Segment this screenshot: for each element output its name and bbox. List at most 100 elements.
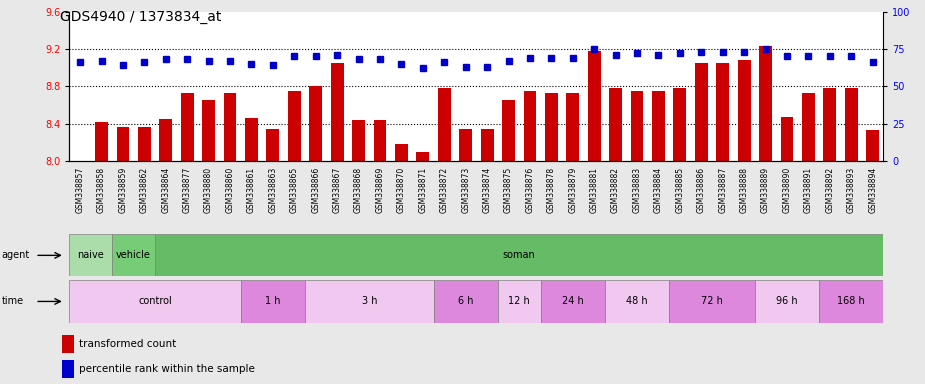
Bar: [117, 127, 130, 161]
Text: GSM338871: GSM338871: [418, 167, 427, 213]
Bar: [540, 280, 605, 323]
Bar: [459, 129, 472, 161]
Bar: [63, 360, 74, 378]
Bar: [820, 280, 883, 323]
Bar: [845, 88, 857, 161]
Bar: [95, 122, 108, 161]
Bar: [438, 88, 450, 161]
Bar: [669, 280, 755, 323]
Bar: [309, 86, 322, 161]
Text: GSM338872: GSM338872: [439, 167, 449, 213]
Text: GSM338866: GSM338866: [311, 167, 320, 213]
Text: 6 h: 6 h: [458, 296, 474, 306]
Bar: [545, 93, 558, 161]
Text: GSM338891: GSM338891: [804, 167, 813, 213]
Text: GSM338867: GSM338867: [333, 167, 341, 213]
Text: GSM338857: GSM338857: [76, 167, 84, 213]
Text: GSM338882: GSM338882: [611, 167, 620, 213]
Text: GSM338892: GSM338892: [825, 167, 834, 213]
Text: GSM338865: GSM338865: [290, 167, 299, 213]
Bar: [738, 60, 750, 161]
Text: 168 h: 168 h: [837, 296, 865, 306]
Bar: [203, 101, 215, 161]
Text: GSM338880: GSM338880: [204, 167, 213, 213]
Bar: [224, 93, 237, 161]
Text: GSM338863: GSM338863: [268, 167, 278, 213]
Text: 96 h: 96 h: [776, 296, 797, 306]
Bar: [566, 93, 579, 161]
Text: GSM338861: GSM338861: [247, 167, 256, 213]
Text: GSM338888: GSM338888: [740, 167, 748, 213]
Text: GDS4940 / 1373834_at: GDS4940 / 1373834_at: [60, 10, 221, 23]
Bar: [524, 91, 536, 161]
Text: GSM338883: GSM338883: [633, 167, 642, 213]
Text: soman: soman: [503, 250, 536, 260]
Text: percentile rank within the sample: percentile rank within the sample: [79, 364, 254, 374]
Bar: [502, 101, 515, 161]
Text: time: time: [2, 296, 24, 306]
Bar: [587, 51, 600, 161]
Bar: [434, 280, 498, 323]
Text: GSM338860: GSM338860: [226, 167, 235, 213]
Bar: [288, 91, 301, 161]
Bar: [716, 63, 729, 161]
Text: GSM338874: GSM338874: [483, 167, 491, 213]
Text: GSM338862: GSM338862: [140, 167, 149, 213]
Text: GSM338879: GSM338879: [568, 167, 577, 213]
Bar: [63, 335, 74, 353]
Bar: [138, 127, 151, 161]
Text: transformed count: transformed count: [79, 339, 176, 349]
Bar: [866, 131, 879, 161]
Bar: [159, 119, 172, 161]
Text: GSM338864: GSM338864: [161, 167, 170, 213]
Bar: [605, 280, 669, 323]
Bar: [331, 63, 343, 161]
Bar: [352, 120, 365, 161]
Text: GSM338878: GSM338878: [547, 167, 556, 213]
Text: naive: naive: [78, 250, 105, 260]
Bar: [823, 88, 836, 161]
Text: GSM338858: GSM338858: [97, 167, 106, 213]
Text: GSM338890: GSM338890: [783, 167, 792, 213]
Bar: [673, 88, 686, 161]
Text: GSM338875: GSM338875: [504, 167, 513, 213]
Text: 72 h: 72 h: [701, 296, 723, 306]
Bar: [631, 91, 644, 161]
Text: GSM338884: GSM338884: [654, 167, 663, 213]
Text: GSM338887: GSM338887: [718, 167, 727, 213]
Text: 48 h: 48 h: [626, 296, 647, 306]
Bar: [155, 234, 883, 276]
Text: GSM338868: GSM338868: [354, 167, 363, 213]
Bar: [695, 63, 708, 161]
Text: GSM338870: GSM338870: [397, 167, 406, 213]
Bar: [69, 280, 240, 323]
Text: 24 h: 24 h: [561, 296, 584, 306]
Bar: [802, 93, 815, 161]
Bar: [69, 234, 112, 276]
Text: GSM338881: GSM338881: [590, 167, 598, 213]
Bar: [416, 152, 429, 161]
Bar: [305, 280, 434, 323]
Text: GSM338877: GSM338877: [183, 167, 191, 213]
Bar: [481, 129, 494, 161]
Text: GSM338893: GSM338893: [846, 167, 856, 213]
Text: 1 h: 1 h: [265, 296, 280, 306]
Text: GSM338889: GSM338889: [761, 167, 770, 213]
Bar: [610, 88, 622, 161]
Text: GSM338873: GSM338873: [462, 167, 470, 213]
Bar: [755, 280, 820, 323]
Bar: [240, 280, 305, 323]
Bar: [781, 117, 794, 161]
Text: vehicle: vehicle: [117, 250, 151, 260]
Bar: [395, 144, 408, 161]
Bar: [759, 46, 772, 161]
Text: GSM338894: GSM338894: [869, 167, 877, 213]
Text: 3 h: 3 h: [362, 296, 377, 306]
Text: GSM338885: GSM338885: [675, 167, 684, 213]
Bar: [498, 280, 540, 323]
Text: GSM338876: GSM338876: [525, 167, 535, 213]
Text: agent: agent: [2, 250, 31, 260]
Text: 12 h: 12 h: [509, 296, 530, 306]
Text: GSM338869: GSM338869: [376, 167, 385, 213]
Bar: [112, 234, 155, 276]
